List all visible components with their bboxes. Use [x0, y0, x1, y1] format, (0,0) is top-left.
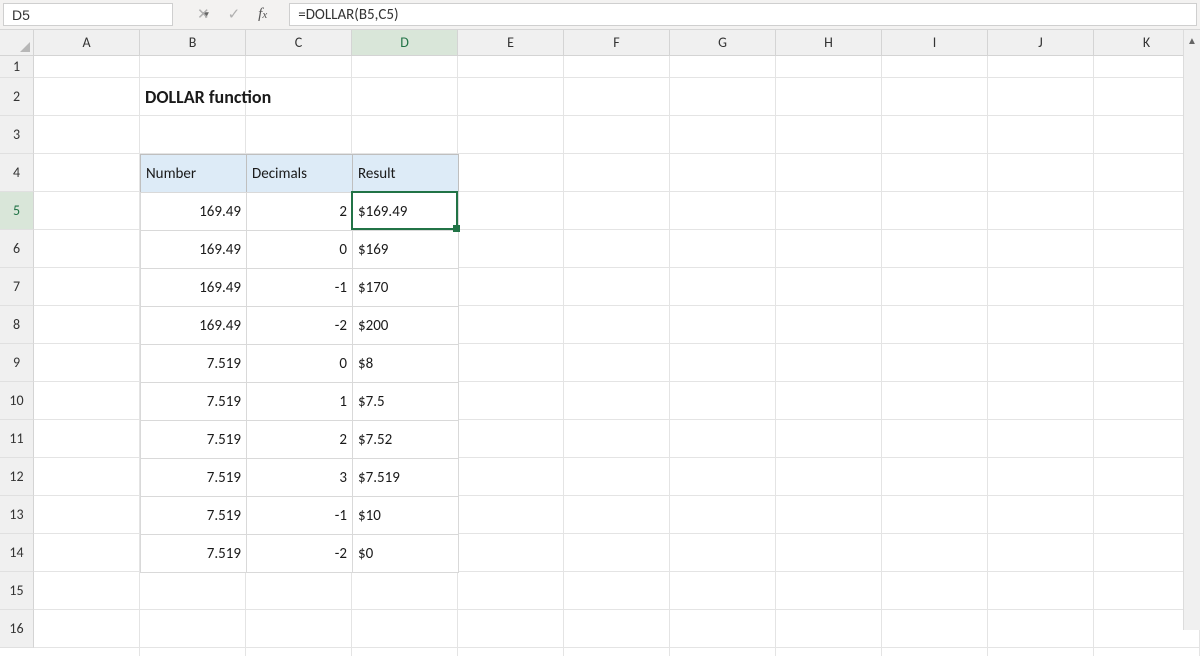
table-header-result[interactable]: Result	[352, 154, 459, 193]
cancel-icon: ✕	[197, 5, 210, 24]
table-cell[interactable]: 169.49	[140, 306, 247, 345]
table-cell[interactable]: 7.519	[140, 420, 247, 459]
row-header-13[interactable]: 13	[0, 496, 34, 534]
table-cell[interactable]: $8	[352, 344, 459, 383]
formula-text: =DOLLAR(B5,C5)	[298, 6, 398, 24]
spreadsheet-grid[interactable]: DOLLAR function NumberDecimalsResult 169.4…	[34, 56, 1200, 656]
table-cell[interactable]: 7.519	[140, 458, 247, 497]
enter-icon: ✓	[228, 5, 241, 24]
table-cell[interactable]: -1	[246, 496, 353, 535]
row-header-10[interactable]: 10	[0, 382, 34, 420]
name-box[interactable]	[4, 7, 201, 23]
col-header-E[interactable]: E	[458, 30, 564, 56]
row-header-11[interactable]: 11	[0, 420, 34, 458]
table-header-number[interactable]: Number	[140, 154, 247, 193]
table-header-decimals[interactable]: Decimals	[246, 154, 353, 193]
name-box-container[interactable]: ▼	[3, 3, 173, 26]
row-header-2[interactable]: 2	[0, 78, 34, 116]
table-cell[interactable]: $169.49	[352, 192, 459, 231]
table-cell[interactable]: -2	[246, 306, 353, 345]
row-header-14[interactable]: 14	[0, 534, 34, 572]
col-header-A[interactable]: A	[34, 30, 140, 56]
table-cell[interactable]: 1	[246, 382, 353, 421]
col-header-C[interactable]: C	[246, 30, 352, 56]
col-header-J[interactable]: J	[988, 30, 1094, 56]
row-header-5[interactable]: 5	[0, 192, 34, 230]
table-cell[interactable]: $7.519	[352, 458, 459, 497]
table-cell[interactable]: -1	[246, 268, 353, 307]
row-header-4[interactable]: 4	[0, 154, 34, 192]
table-cell[interactable]: $7.52	[352, 420, 459, 459]
table-cell[interactable]: 169.49	[140, 192, 247, 231]
row-header-7[interactable]: 7	[0, 268, 34, 306]
select-all-corner[interactable]	[0, 30, 34, 56]
col-header-H[interactable]: H	[776, 30, 882, 56]
table-cell[interactable]: 3	[246, 458, 353, 497]
table-cell[interactable]: 7.519	[140, 382, 247, 421]
vertical-scrollbar[interactable]: ▲	[1183, 30, 1200, 630]
table-cell[interactable]: $0	[352, 534, 459, 573]
row-header-8[interactable]: 8	[0, 306, 34, 344]
table-cell[interactable]: 7.519	[140, 496, 247, 535]
col-header-I[interactable]: I	[882, 30, 988, 56]
table-cell[interactable]: 7.519	[140, 344, 247, 383]
row-header-1[interactable]: 1	[0, 56, 34, 78]
table-cell[interactable]: $7.5	[352, 382, 459, 421]
row-header-3[interactable]: 3	[0, 116, 34, 154]
row-header-6[interactable]: 6	[0, 230, 34, 268]
table-cell[interactable]: $169	[352, 230, 459, 269]
scroll-up-icon[interactable]: ▲	[1184, 30, 1200, 51]
formula-input[interactable]: =DOLLAR(B5,C5)	[289, 3, 1197, 26]
fx-icon[interactable]: fx	[258, 6, 277, 23]
formula-bar: ▼ ✕ ✓ fx =DOLLAR(B5,C5)	[0, 0, 1200, 30]
col-header-G[interactable]: G	[670, 30, 776, 56]
table-cell[interactable]: $200	[352, 306, 459, 345]
table-cell[interactable]: 0	[246, 230, 353, 269]
table-cell[interactable]: -2	[246, 534, 353, 573]
table-cell[interactable]: 2	[246, 420, 353, 459]
col-header-D[interactable]: D	[352, 30, 458, 56]
table-cell[interactable]: $10	[352, 496, 459, 535]
table-cell[interactable]: 2	[246, 192, 353, 231]
row-headers: 12345678910111213141516	[0, 56, 34, 656]
row-header-12[interactable]: 12	[0, 458, 34, 496]
table-cell[interactable]: $170	[352, 268, 459, 307]
table-cell[interactable]: 169.49	[140, 230, 247, 269]
table-cell[interactable]: 169.49	[140, 268, 247, 307]
formula-bar-buttons: ✕ ✓ fx	[185, 0, 289, 29]
column-headers: ABCDEFGHIJK	[34, 30, 1200, 56]
table-cell[interactable]: 7.519	[140, 534, 247, 573]
row-header-15[interactable]: 15	[0, 572, 34, 610]
col-header-F[interactable]: F	[564, 30, 670, 56]
title-cell[interactable]: DOLLAR function	[140, 78, 458, 116]
row-header-16[interactable]: 16	[0, 610, 34, 648]
col-header-B[interactable]: B	[140, 30, 246, 56]
row-header-9[interactable]: 9	[0, 344, 34, 382]
table-cell[interactable]: 0	[246, 344, 353, 383]
